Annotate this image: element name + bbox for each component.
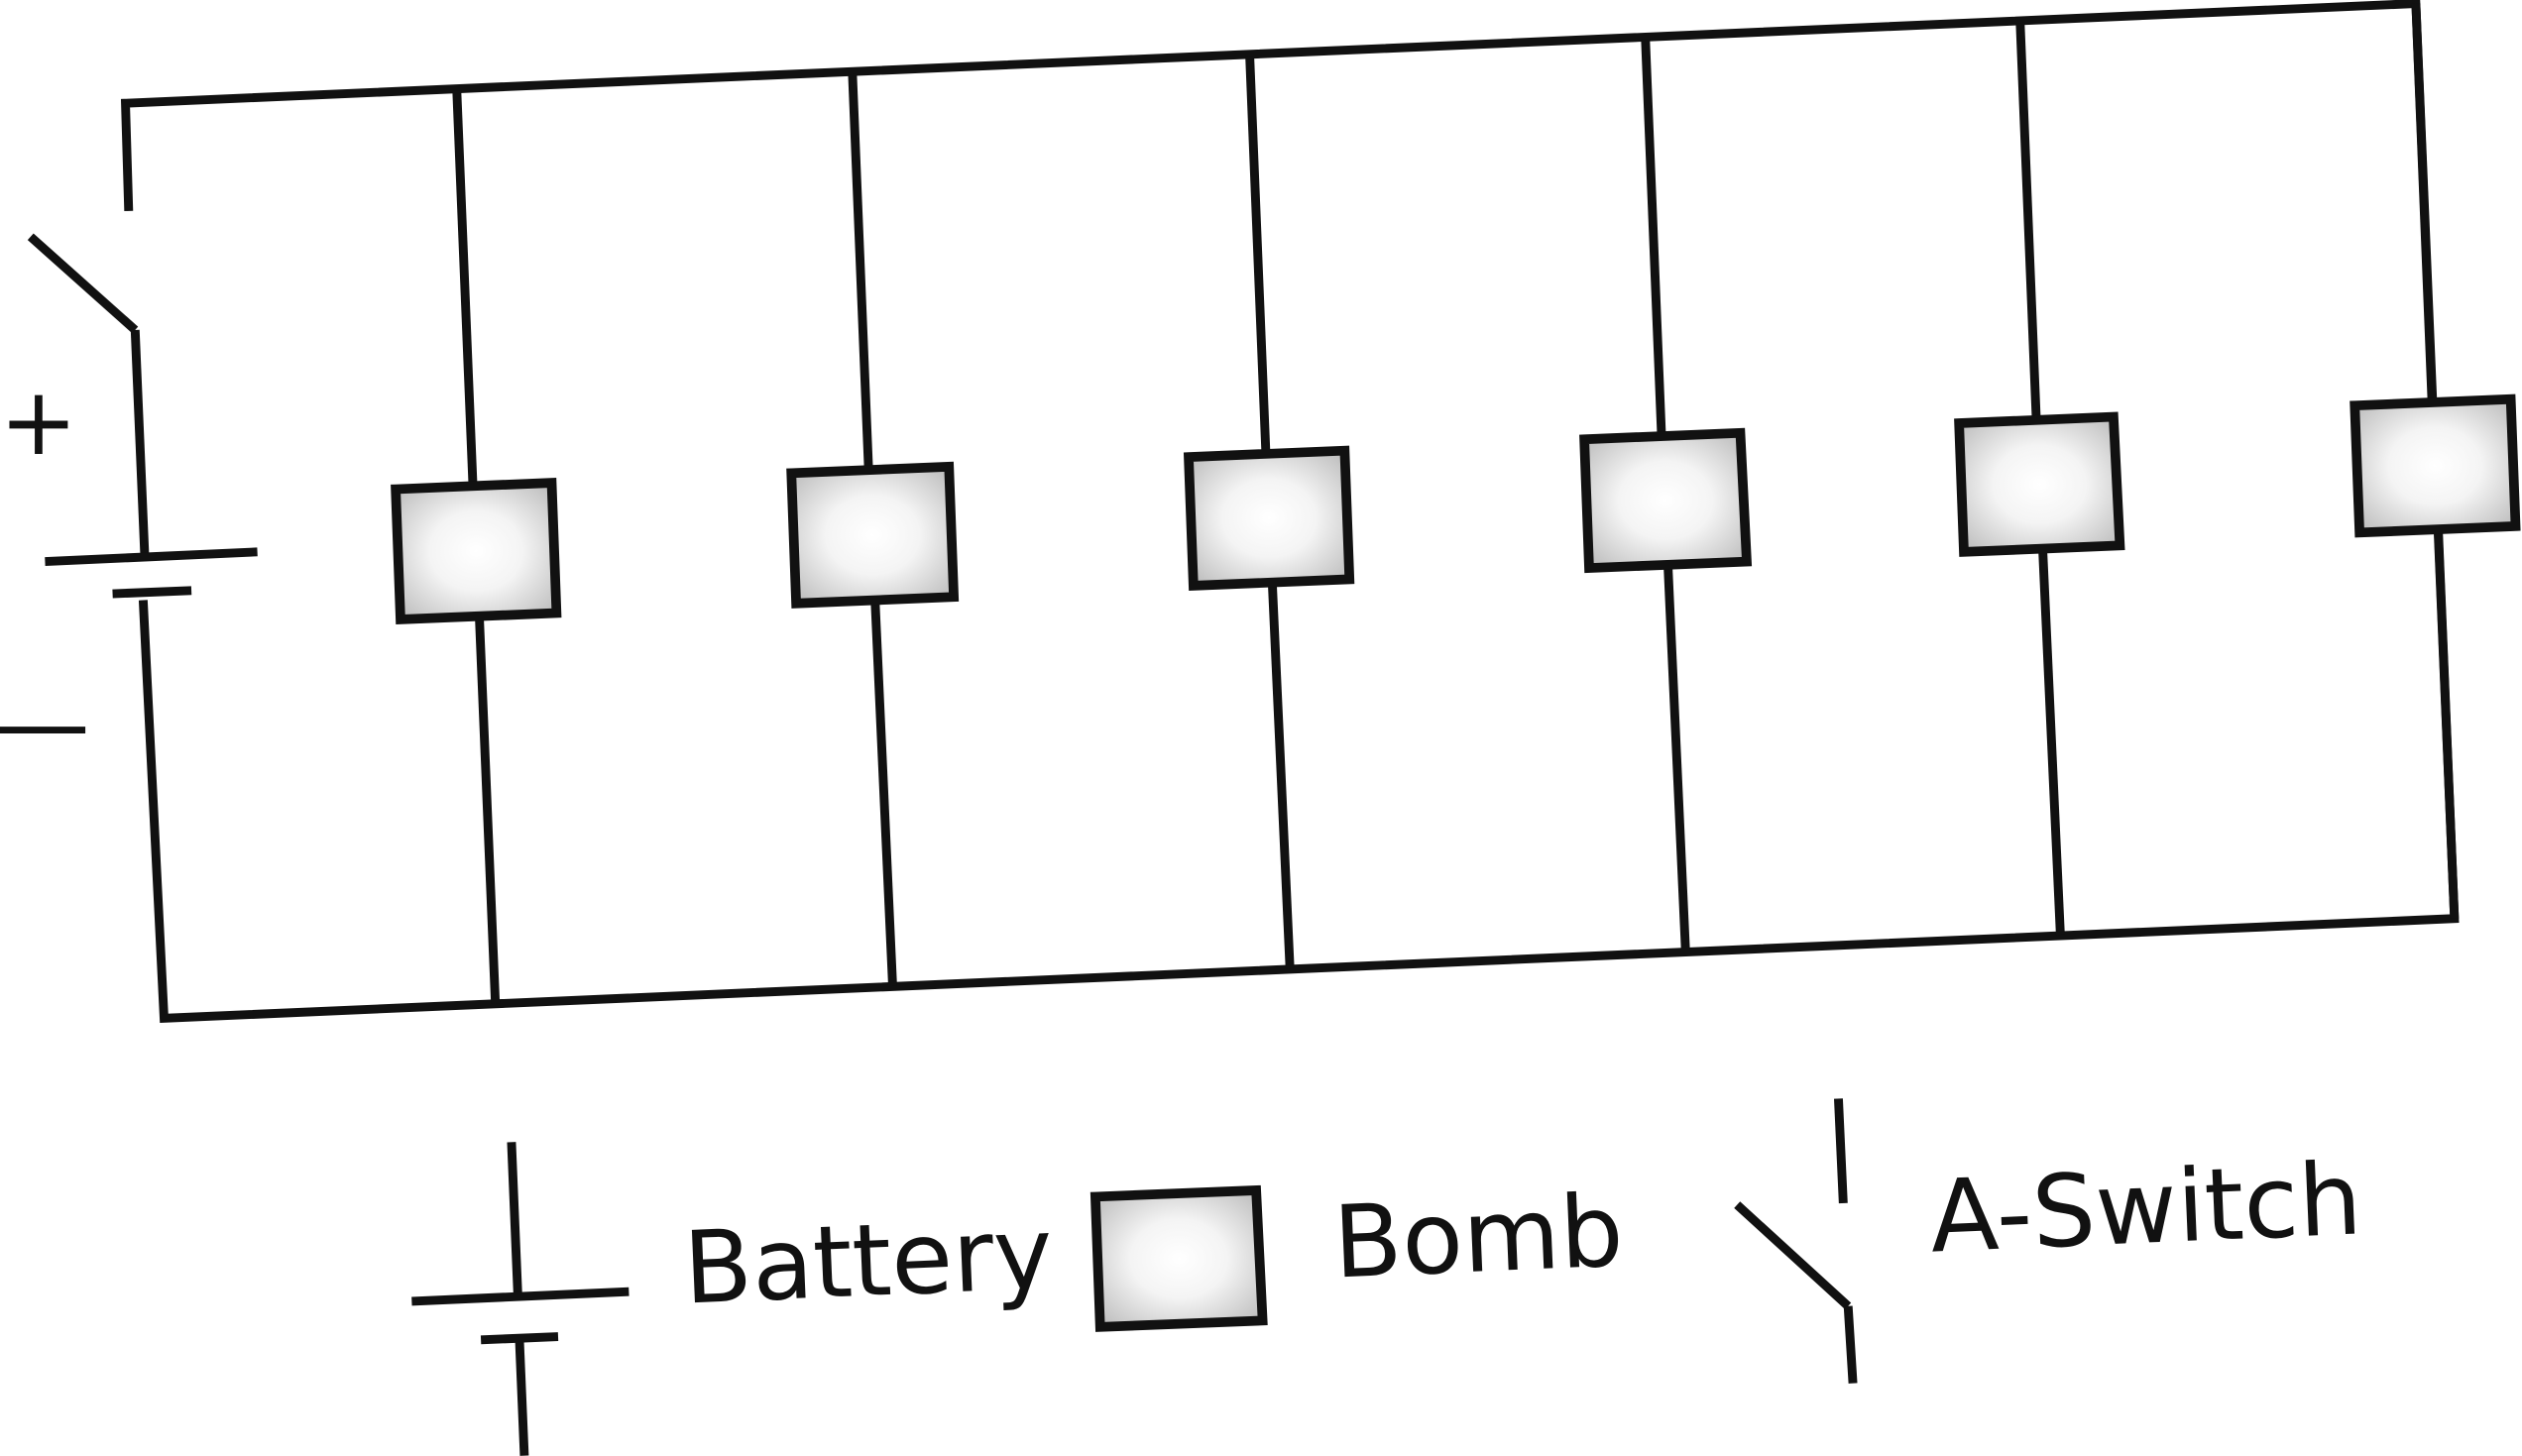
branch-2 xyxy=(786,73,960,987)
bomb-3 xyxy=(1183,445,1355,591)
main-battery xyxy=(45,547,258,599)
branch-5 xyxy=(1954,22,2125,936)
branch-2-lower-wire xyxy=(870,598,897,987)
battery-lead-upper xyxy=(130,329,150,557)
legend-switch-label: A-Switch xyxy=(1928,1141,2364,1275)
bomb-6 xyxy=(2350,393,2521,538)
negative-terminal-sign: — xyxy=(0,667,90,779)
legend-bomb-icon xyxy=(1089,1184,1268,1332)
branch-6-lower-wire xyxy=(2434,530,2460,919)
branch-4-lower-wire xyxy=(1663,564,1690,953)
legend-bomb: Bomb xyxy=(1089,1173,1626,1332)
branch-4-upper-wire xyxy=(1641,39,1666,435)
legend-bomb-label: Bomb xyxy=(1331,1173,1626,1300)
branch-4 xyxy=(1579,39,1753,953)
legend-battery-short-plate xyxy=(480,1332,559,1345)
legend-battery-upper-lead xyxy=(507,1142,522,1297)
bomb-1 xyxy=(391,478,562,625)
positive-terminal-sign: + xyxy=(0,369,77,477)
bomb-5 xyxy=(1954,411,2125,557)
legend: Battery Bomb A-Switch xyxy=(411,1098,2364,1456)
branch-3 xyxy=(1183,56,1355,969)
battery-short-plate xyxy=(112,586,192,599)
branch-3-upper-wire xyxy=(1245,56,1271,453)
branch-1-upper-wire xyxy=(452,90,478,485)
branch-6 xyxy=(2350,3,2521,919)
branch-3-lower-wire xyxy=(1267,582,1295,969)
branch-1 xyxy=(391,90,562,1004)
branch-6-upper-wire xyxy=(2411,3,2437,401)
bomb-4 xyxy=(1579,427,1753,574)
bomb-2 xyxy=(786,461,960,609)
main-switch-lever xyxy=(27,233,139,334)
legend-switch-upper-lead xyxy=(1834,1098,1848,1204)
legend-switch-lever xyxy=(1734,1201,1852,1310)
legend-battery: Battery xyxy=(411,1142,1055,1456)
legend-battery-long-plate xyxy=(411,1287,630,1306)
branch-1-lower-wire xyxy=(475,616,501,1004)
legend-switch-lower-lead xyxy=(1843,1305,1858,1384)
branch-5-lower-wire xyxy=(2038,548,2065,936)
legend-battery-lower-lead xyxy=(515,1341,529,1456)
branch-2-upper-wire xyxy=(848,73,873,469)
battery-long-plate xyxy=(45,547,258,567)
legend-switch: A-Switch xyxy=(1734,1098,2364,1384)
branch-5-upper-wire xyxy=(2015,22,2041,419)
legend-battery-label: Battery xyxy=(681,1195,1055,1326)
